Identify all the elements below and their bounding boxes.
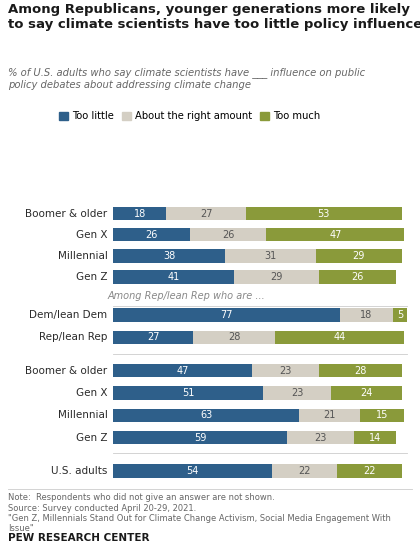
Bar: [319, 364, 402, 377]
Text: Among Rep/lean Rep who are ...: Among Rep/lean Rep who are ...: [108, 291, 265, 301]
Bar: [225, 249, 316, 263]
Text: Dem/lean Dem: Dem/lean Dem: [29, 310, 108, 320]
Bar: [393, 309, 407, 322]
Text: 29: 29: [353, 251, 365, 261]
Bar: [190, 228, 266, 242]
Text: 22: 22: [363, 466, 375, 476]
Text: 31: 31: [265, 251, 277, 261]
Bar: [319, 270, 396, 284]
Text: 26: 26: [145, 229, 158, 240]
Bar: [113, 364, 252, 377]
Bar: [113, 309, 340, 322]
Bar: [337, 465, 402, 478]
Bar: [113, 431, 287, 444]
Legend: Too little, About the right amount, Too much: Too little, About the right amount, Too …: [55, 107, 325, 126]
Text: 54: 54: [186, 466, 199, 476]
Text: Gen X: Gen X: [76, 229, 108, 240]
Bar: [113, 270, 234, 284]
Bar: [360, 409, 404, 422]
Text: 28: 28: [228, 332, 240, 342]
Text: Millennial: Millennial: [58, 410, 108, 420]
Bar: [113, 387, 263, 400]
Bar: [299, 409, 360, 422]
Bar: [193, 331, 275, 344]
Text: 14: 14: [369, 432, 381, 442]
Text: 21: 21: [323, 410, 336, 420]
Text: 18: 18: [134, 208, 146, 218]
Text: 29: 29: [270, 272, 283, 282]
Text: Gen Z: Gen Z: [76, 432, 108, 442]
Text: 23: 23: [279, 366, 291, 375]
Text: 41: 41: [168, 272, 180, 282]
Text: 47: 47: [329, 229, 341, 240]
Text: Gen Z: Gen Z: [76, 272, 108, 282]
Bar: [113, 249, 225, 263]
Bar: [113, 409, 299, 422]
Bar: [266, 228, 404, 242]
Text: 18: 18: [360, 310, 373, 320]
Text: Rep/lean Rep: Rep/lean Rep: [39, 332, 108, 342]
Text: 47: 47: [176, 366, 189, 375]
Text: 15: 15: [376, 410, 388, 420]
Text: 23: 23: [315, 432, 327, 442]
Bar: [340, 309, 393, 322]
Text: 22: 22: [298, 466, 311, 476]
Text: 77: 77: [220, 310, 233, 320]
Text: 63: 63: [200, 410, 212, 420]
Text: 28: 28: [354, 366, 367, 375]
Text: 24: 24: [360, 388, 373, 398]
Text: U.S. adults: U.S. adults: [51, 466, 108, 476]
Text: Boomer & older: Boomer & older: [25, 366, 108, 375]
Bar: [275, 331, 404, 344]
Text: 38: 38: [163, 251, 176, 261]
Text: 59: 59: [194, 432, 206, 442]
Text: Gen X: Gen X: [76, 388, 108, 398]
Bar: [287, 431, 354, 444]
Text: 44: 44: [333, 332, 346, 342]
Bar: [113, 465, 272, 478]
Text: 5: 5: [397, 310, 403, 320]
Text: 27: 27: [147, 332, 159, 342]
Text: 26: 26: [351, 272, 364, 282]
Text: Note:  Respondents who did not give an answer are not shown.
Source: Survey cond: Note: Respondents who did not give an an…: [8, 493, 391, 534]
Text: % of U.S. adults who say climate scientists have ___ influence on public
policy : % of U.S. adults who say climate scienti…: [8, 67, 365, 90]
Text: Among Republicans, younger generations more likely
to say climate scientists hav: Among Republicans, younger generations m…: [8, 3, 420, 31]
Text: PEW RESEARCH CENTER: PEW RESEARCH CENTER: [8, 533, 150, 543]
Text: Boomer & older: Boomer & older: [25, 208, 108, 218]
Bar: [316, 249, 402, 263]
Text: 26: 26: [222, 229, 234, 240]
Bar: [113, 207, 166, 220]
Bar: [252, 364, 319, 377]
Bar: [113, 331, 193, 344]
Bar: [354, 431, 396, 444]
Bar: [263, 387, 331, 400]
Text: 23: 23: [291, 388, 303, 398]
Bar: [234, 270, 319, 284]
Bar: [331, 387, 402, 400]
Bar: [166, 207, 246, 220]
Bar: [272, 465, 337, 478]
Bar: [246, 207, 402, 220]
Text: 27: 27: [200, 208, 212, 218]
Text: Millennial: Millennial: [58, 251, 108, 261]
Text: 53: 53: [318, 208, 330, 218]
Bar: [113, 228, 190, 242]
Text: 51: 51: [182, 388, 194, 398]
